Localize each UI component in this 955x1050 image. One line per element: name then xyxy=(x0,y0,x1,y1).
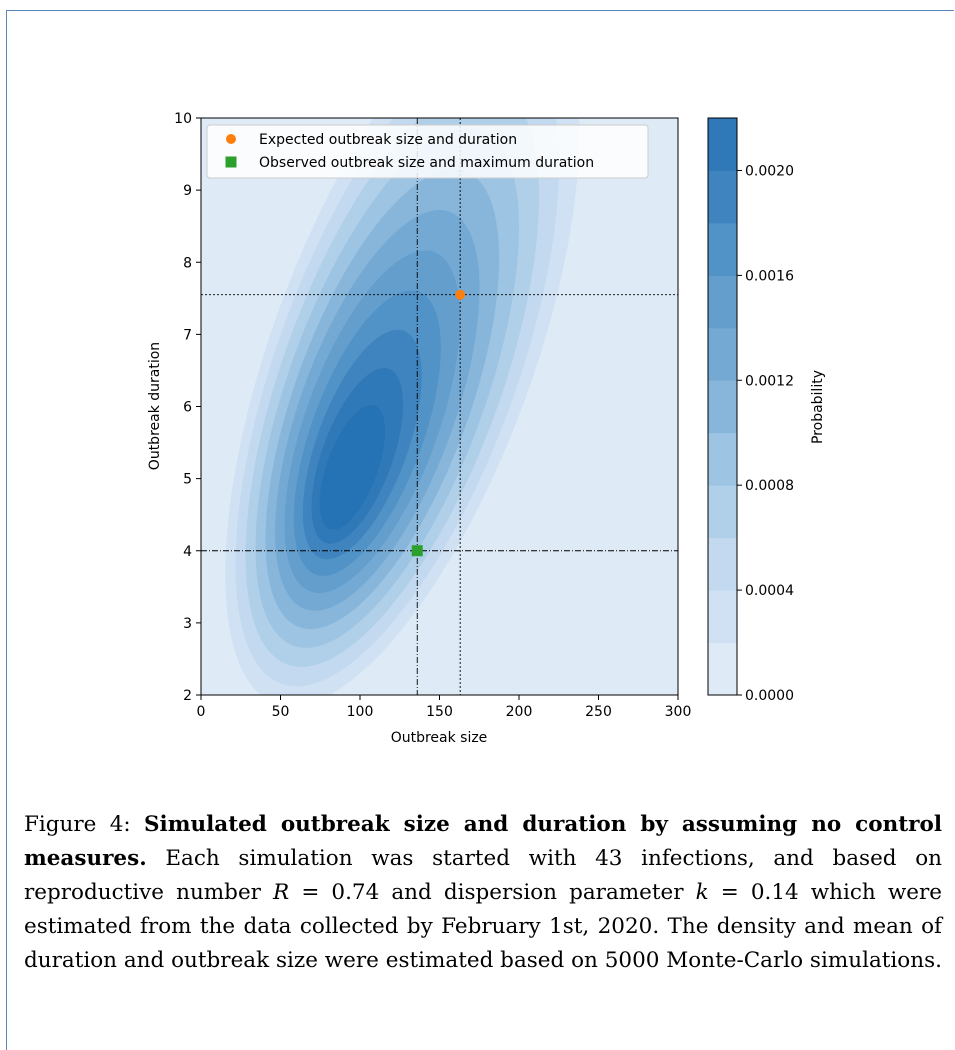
colorbar-tick-label: 0.0020 xyxy=(745,163,794,179)
colorbar-band xyxy=(708,170,737,224)
colorbar-band xyxy=(708,327,737,381)
point-markers xyxy=(411,289,466,557)
x-tick-label: 150 xyxy=(426,704,453,720)
reference-lines xyxy=(201,118,678,695)
colorbar-tick-label: 0.0004 xyxy=(745,583,794,599)
legend-box xyxy=(206,124,649,179)
y-tick-label: 9 xyxy=(183,183,192,199)
caption-r-symbol: R xyxy=(273,880,290,905)
colorbar-tick-label: 0.0000 xyxy=(745,688,794,704)
colorbar-band xyxy=(708,222,737,276)
colorbar-band xyxy=(708,380,737,434)
y-tick-label: 5 xyxy=(183,472,192,488)
legend-expected-marker xyxy=(226,134,236,144)
y-axis-label: Outbreak duration xyxy=(147,342,163,470)
figure-caption: Figure 4: Simulated outbreak size and du… xyxy=(24,808,942,978)
colorbar-tick-label: 0.0016 xyxy=(745,268,794,284)
x-tick-label: 50 xyxy=(272,704,290,720)
x-tick-label: 250 xyxy=(585,704,612,720)
figure-frame xyxy=(6,10,954,1050)
caption-r-value: = 0.74 and dispersion parameter xyxy=(289,880,696,905)
colorbar-band xyxy=(708,432,737,486)
colorbar-band xyxy=(708,590,737,644)
colorbar-frame xyxy=(707,117,738,696)
legend-observed-marker xyxy=(225,156,237,168)
legend-observed-label: Observed outbreak size and maximum durat… xyxy=(259,155,594,171)
y-tick-label: 8 xyxy=(183,255,192,271)
y-tick-label: 3 xyxy=(183,616,192,632)
colorbar-band xyxy=(708,537,737,591)
observed-point xyxy=(411,545,423,557)
caption-k-value: = 0.14 which were estimated from the dat… xyxy=(24,880,942,973)
caption-title: Simulated outbreak size and duration by … xyxy=(24,812,942,871)
contour-chart: 0 50 100 150 200 250 300 2 3 4 5 6 7 8 9 10 Outbreak s… xyxy=(147,111,826,746)
y-axis: 2 3 4 5 6 7 8 9 10 xyxy=(174,111,201,704)
colorbar-band xyxy=(708,275,737,329)
colorbar-tick-label: 0.0008 xyxy=(745,478,794,494)
colorbar-band xyxy=(708,642,737,696)
legend-expected-label: Expected outbreak size and duration xyxy=(259,132,517,148)
y-tick-label: 10 xyxy=(174,111,192,127)
x-tick-label: 0 xyxy=(197,704,206,720)
caption-text-1: Each simulation was started with 43 infe… xyxy=(24,846,942,905)
colorbar-tick-label: 0.0012 xyxy=(745,373,794,389)
legend: Expected outbreak size and duration Obse… xyxy=(206,124,649,179)
y-tick-label: 2 xyxy=(183,688,192,704)
caption-k-symbol: k xyxy=(695,880,709,905)
x-axis-label: Outbreak size xyxy=(391,730,488,746)
caption-prefix: Figure 4: xyxy=(24,812,145,837)
colorbar-label: Probability xyxy=(810,370,826,444)
y-tick-label: 6 xyxy=(183,400,192,416)
x-tick-label: 200 xyxy=(506,704,533,720)
y-tick-label: 7 xyxy=(183,327,192,343)
colorbar: 0.0000 0.0004 0.0008 0.0012 0.0016 0.0020 xyxy=(707,117,794,704)
x-tick-label: 100 xyxy=(347,704,374,720)
colorbar-band xyxy=(708,118,737,171)
x-axis: 0 50 100 150 200 250 300 xyxy=(197,695,692,720)
x-tick-label: 300 xyxy=(665,704,692,720)
contour-level-11 xyxy=(319,405,385,530)
colorbar-band xyxy=(708,485,737,539)
y-tick-label: 4 xyxy=(183,544,192,560)
expected-point xyxy=(455,289,466,300)
